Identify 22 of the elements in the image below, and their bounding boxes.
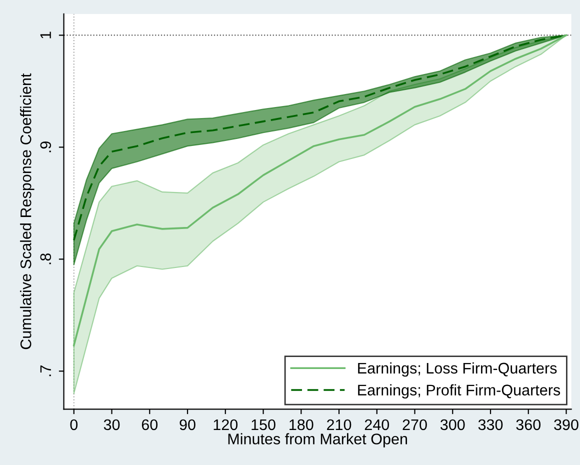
legend-label: Earnings; Profit Firm-Quarters (358, 384, 560, 399)
y-tick-label: .7 (40, 366, 51, 376)
x-tick-label: 270 (402, 419, 427, 430)
y-tick-label: .8 (40, 253, 52, 264)
x-tick-label: 120 (214, 419, 238, 430)
legend-label: Earnings; Loss Firm-Quarters (358, 362, 557, 377)
x-tick-label: 90 (180, 419, 196, 430)
x-tick-label: 30 (104, 419, 120, 430)
x-tick-label: 360 (516, 419, 541, 430)
x-tick-label: 390 (554, 419, 578, 430)
y-tick-label: .9 (40, 142, 52, 152)
x-tick-label: 0 (70, 419, 78, 430)
x-tick-label: 240 (364, 419, 390, 430)
x-tick-label: 330 (478, 419, 503, 430)
y-axis-title: Cumulative Scaled Response Coefficient (20, 73, 34, 350)
x-tick-label: 150 (252, 419, 276, 430)
y-tick-label: 1 (40, 32, 51, 38)
x-tick-label: 210 (327, 419, 352, 430)
x-tick-label: 60 (142, 419, 158, 430)
x-tick-label: 180 (290, 419, 314, 430)
x-axis-title: Minutes from Market Open (228, 433, 407, 448)
x-tick-label: 300 (440, 419, 465, 430)
